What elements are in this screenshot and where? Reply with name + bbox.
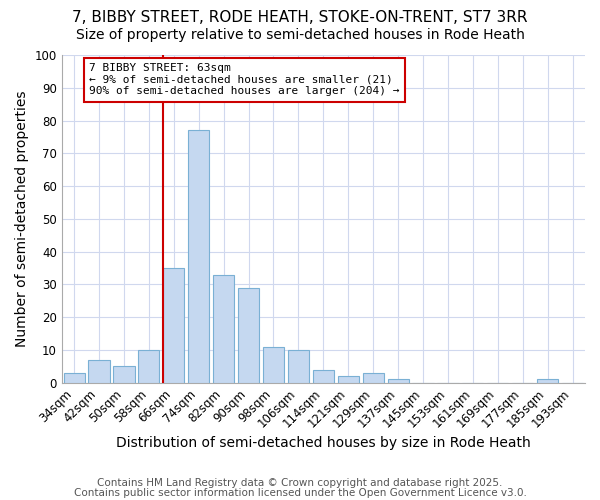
Bar [188, 130, 209, 382]
Text: Contains public sector information licensed under the Open Government Licence v3: Contains public sector information licen… [74, 488, 526, 498]
Bar [313, 370, 334, 382]
Bar [338, 376, 359, 382]
Bar [537, 380, 558, 382]
Bar [138, 350, 160, 382]
X-axis label: Distribution of semi-detached houses by size in Rode Heath: Distribution of semi-detached houses by … [116, 436, 531, 450]
Bar [163, 268, 184, 382]
Bar [213, 274, 234, 382]
Bar [263, 346, 284, 382]
Bar [238, 288, 259, 382]
Bar [64, 373, 85, 382]
Text: 7, BIBBY STREET, RODE HEATH, STOKE-ON-TRENT, ST7 3RR: 7, BIBBY STREET, RODE HEATH, STOKE-ON-TR… [72, 10, 528, 25]
Y-axis label: Number of semi-detached properties: Number of semi-detached properties [15, 90, 29, 347]
Bar [362, 373, 384, 382]
Bar [288, 350, 309, 382]
Text: 7 BIBBY STREET: 63sqm
← 9% of semi-detached houses are smaller (21)
90% of semi-: 7 BIBBY STREET: 63sqm ← 9% of semi-detac… [89, 63, 400, 96]
Bar [113, 366, 134, 382]
Bar [88, 360, 110, 382]
Text: Size of property relative to semi-detached houses in Rode Heath: Size of property relative to semi-detach… [76, 28, 524, 42]
Text: Contains HM Land Registry data © Crown copyright and database right 2025.: Contains HM Land Registry data © Crown c… [97, 478, 503, 488]
Bar [388, 380, 409, 382]
